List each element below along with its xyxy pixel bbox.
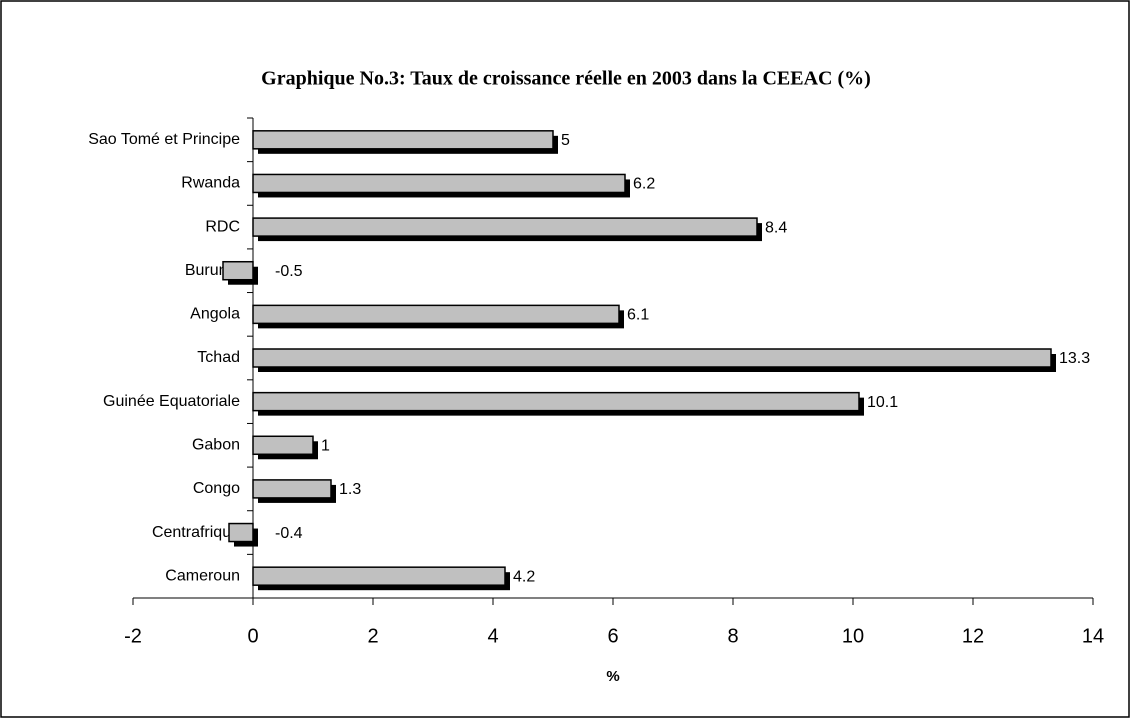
value-label: -0.5: [275, 263, 303, 280]
value-label: 10.1: [867, 394, 898, 411]
bar: [252, 130, 554, 150]
y-tick-label: Rwanda: [181, 175, 240, 192]
x-tick-label: 0: [247, 625, 258, 647]
y-tick-label: Centrafrique: [152, 524, 240, 541]
x-tick-label: 6: [607, 625, 618, 647]
bar: [228, 522, 254, 543]
x-tick-label: 8: [727, 625, 738, 647]
bar: [252, 479, 332, 499]
x-tick-label: 10: [842, 625, 864, 647]
value-label: 5: [561, 132, 570, 149]
value-label: 1.3: [339, 481, 361, 498]
bar: [252, 566, 506, 586]
bar: [252, 173, 626, 194]
y-tick-label: Congo: [193, 480, 240, 497]
value-label: -0.4: [275, 525, 303, 542]
x-tick-label: 2: [367, 625, 378, 647]
value-label: 6.2: [633, 176, 655, 193]
bar: [252, 304, 620, 325]
y-tick-label: Sao Tomé et Principe: [88, 131, 240, 148]
value-label: 4.2: [513, 568, 535, 585]
value-label: 13.3: [1059, 350, 1090, 367]
value-label: 8.4: [765, 219, 787, 236]
x-tick-label: 12: [962, 625, 984, 647]
bar: [222, 260, 254, 281]
y-tick-label: Cameroun: [165, 567, 240, 584]
x-tick-label: 14: [1082, 625, 1104, 647]
bar: [252, 435, 314, 456]
y-tick-label: Gabon: [192, 436, 240, 453]
chart-title: Graphique No.3: Taux de croissance réell…: [261, 68, 871, 90]
y-tick-label: Guinée Equatoriale: [103, 393, 240, 410]
x-tick-label: -2: [124, 625, 142, 647]
y-tick-label: Angola: [190, 306, 240, 323]
bar: [252, 348, 1052, 368]
x-tick-label: 4: [487, 625, 498, 647]
value-label: 6.1: [627, 307, 649, 324]
y-tick-label: RDC: [205, 218, 240, 235]
bar: [252, 217, 758, 237]
y-tick-label: Tchad: [197, 349, 240, 366]
bar: [252, 391, 860, 412]
value-label: 1: [321, 437, 330, 454]
x-axis-label: %: [606, 668, 619, 685]
